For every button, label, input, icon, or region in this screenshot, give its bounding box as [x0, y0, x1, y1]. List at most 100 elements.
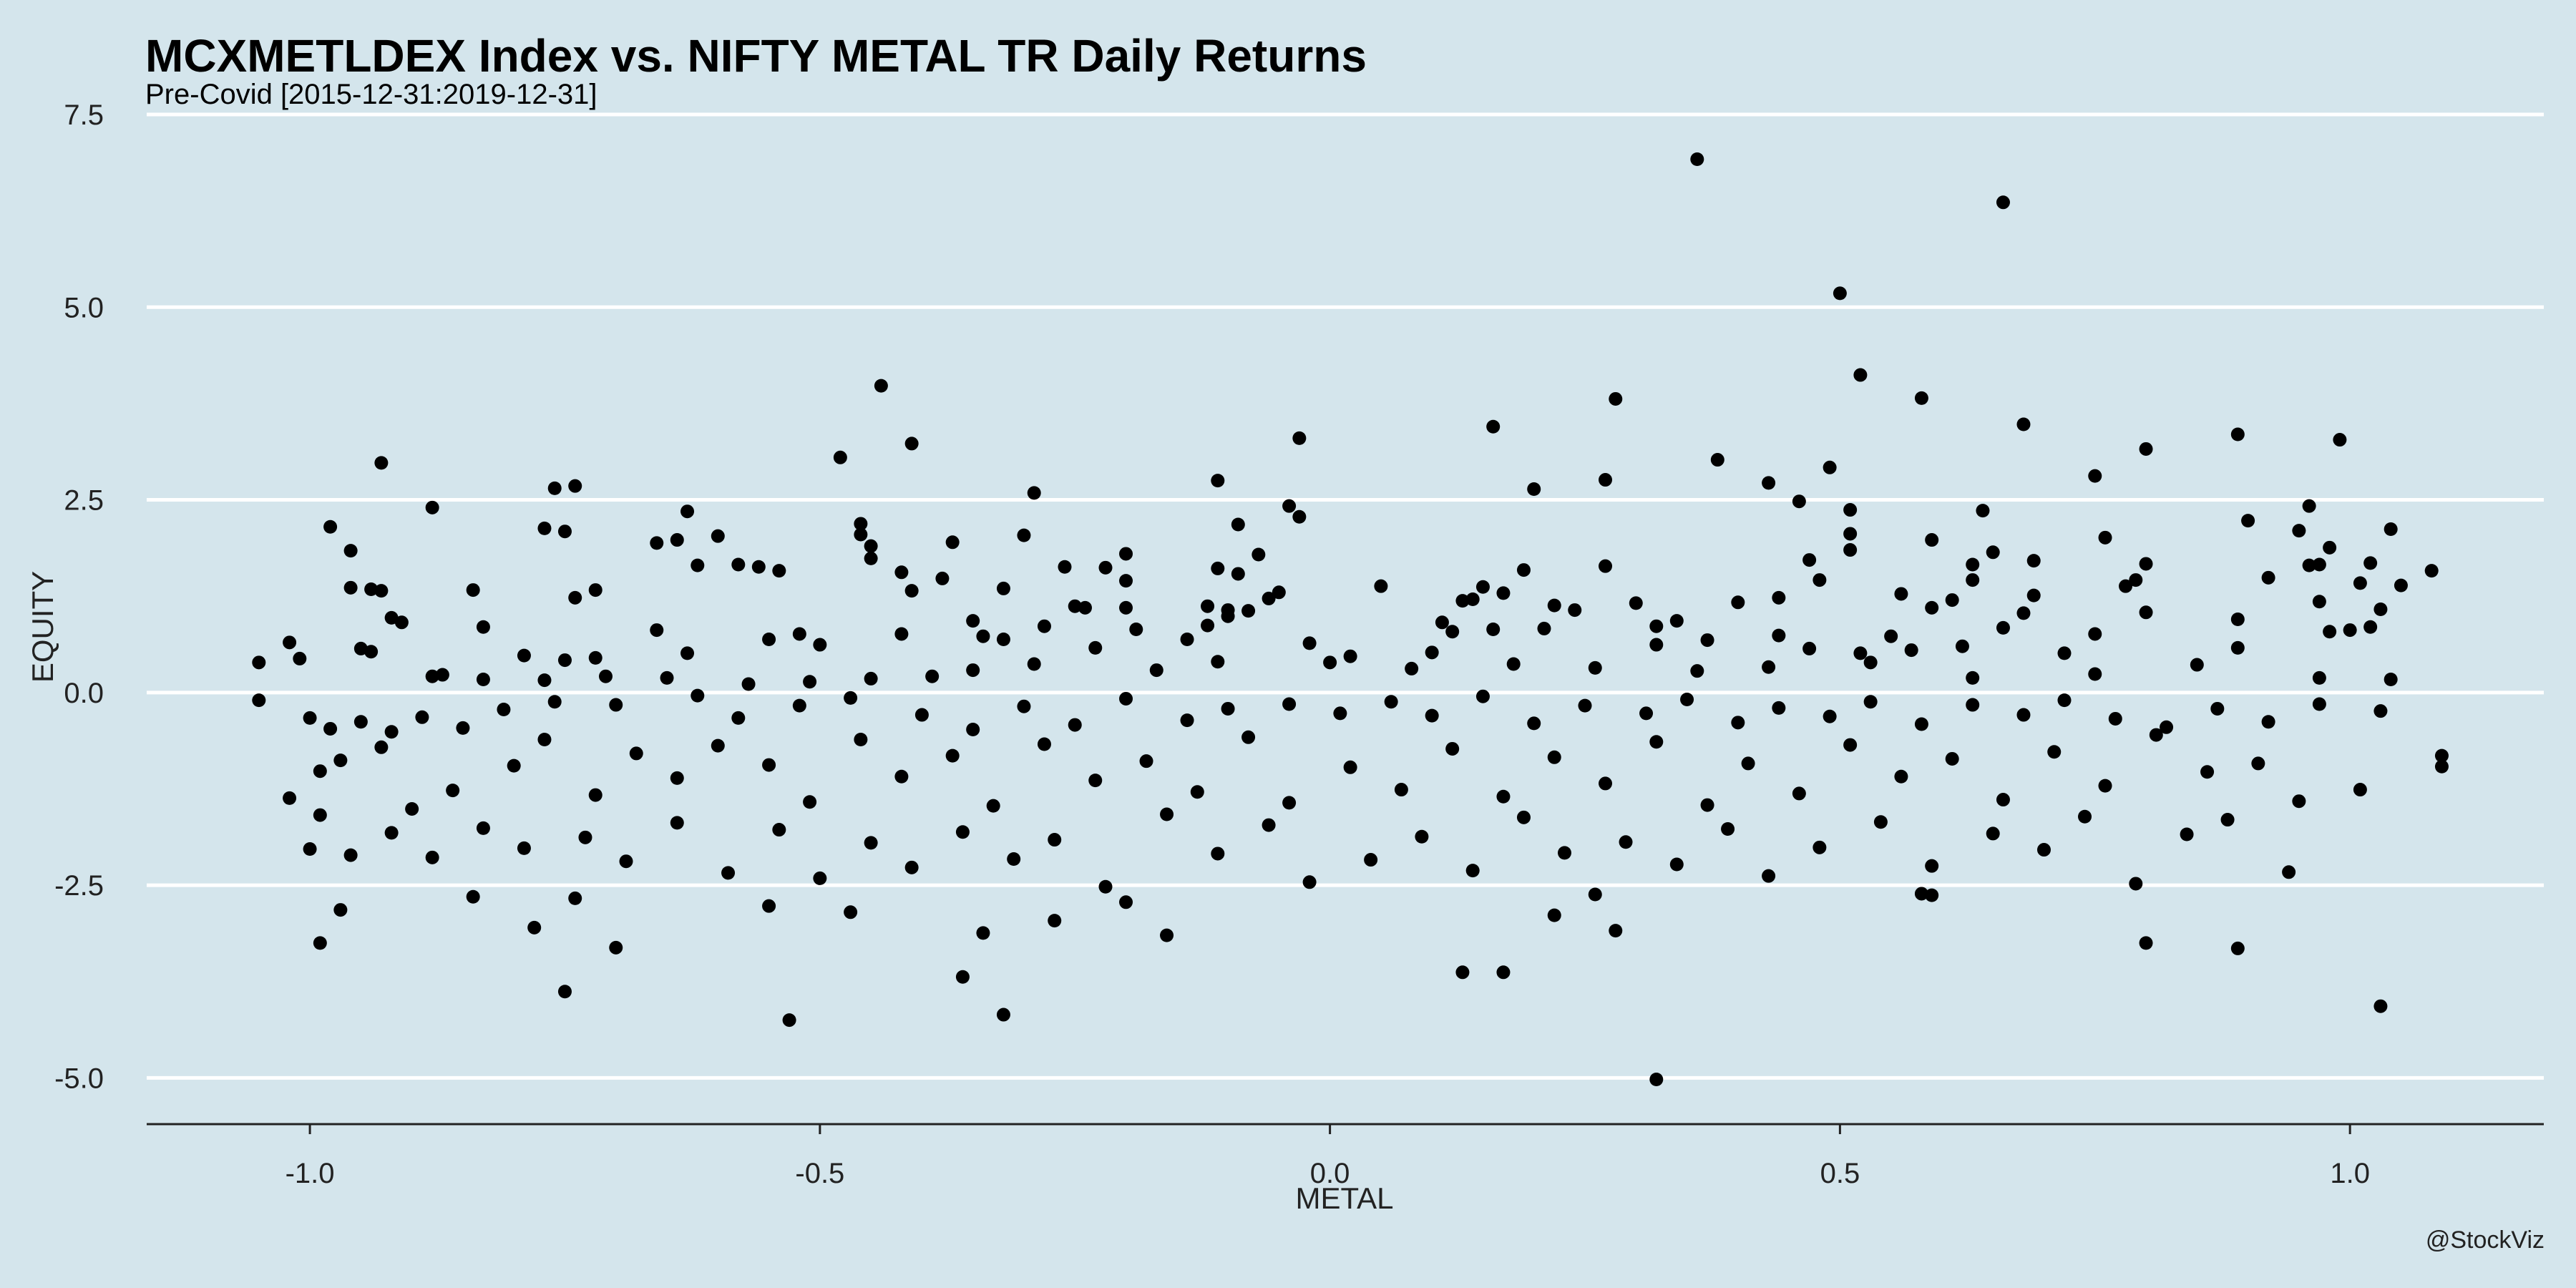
data-point: [313, 936, 327, 950]
data-point: [1201, 599, 1215, 613]
data-point: [2302, 558, 2316, 572]
data-point: [844, 905, 858, 919]
data-point: [1262, 591, 1276, 605]
data-point: [1945, 751, 1959, 766]
data-point: [1649, 735, 1664, 749]
x-tick-label: 1.0: [2330, 1158, 2370, 1189]
data-point: [1619, 835, 1633, 849]
data-point: [1925, 859, 1939, 873]
data-point: [2363, 556, 2378, 570]
data-point: [1160, 928, 1174, 942]
data-point: [976, 926, 990, 940]
data-point: [2384, 522, 2398, 536]
data-point: [966, 723, 980, 737]
data-point: [1098, 879, 1113, 894]
data-point: [2434, 759, 2449, 774]
data-point: [2098, 779, 2112, 793]
data-point: [2139, 441, 2153, 456]
data-point: [1282, 796, 1297, 810]
data-point: [1741, 756, 1755, 771]
data-point: [1119, 547, 1133, 561]
data-point: [1873, 815, 1888, 829]
data-point: [2139, 936, 2153, 950]
data-point: [283, 635, 297, 650]
data-point: [1323, 655, 1337, 670]
data-point: [1343, 649, 1357, 663]
data-point: [2323, 625, 2337, 639]
data-point: [1599, 776, 1613, 791]
data-point: [670, 533, 684, 547]
data-point: [1966, 557, 1980, 572]
data-point: [303, 711, 317, 725]
data-point: [293, 651, 307, 665]
data-point: [1486, 419, 1501, 434]
data-point: [2057, 693, 2072, 708]
data-point: [343, 580, 358, 595]
data-point: [1302, 636, 1317, 650]
data-point: [1762, 660, 1776, 674]
data-point: [650, 536, 664, 550]
data-point: [1914, 887, 1928, 901]
data-point: [1547, 908, 1561, 922]
data-point: [588, 650, 602, 665]
data-point: [609, 698, 623, 712]
data-point: [976, 629, 990, 643]
data-point: [2047, 745, 2062, 759]
data-point: [1609, 924, 1623, 938]
data-point: [1058, 560, 1072, 574]
data-point: [1649, 1073, 1664, 1087]
data-point: [507, 758, 521, 773]
data-point: [1823, 460, 1837, 474]
data-point: [1690, 664, 1704, 678]
data-point: [425, 500, 439, 514]
data-point: [772, 823, 786, 837]
data-point: [1884, 629, 1898, 643]
y-tick-label: -5.0: [54, 1063, 104, 1094]
data-point: [466, 583, 480, 597]
data-point: [813, 638, 827, 652]
data-point: [1772, 590, 1786, 605]
data-point: [1925, 888, 1939, 902]
data-point: [996, 581, 1010, 595]
data-point: [1843, 503, 1858, 517]
data-point: [2424, 564, 2439, 578]
data-point: [1496, 965, 1511, 980]
y-tick-label: 7.5: [64, 99, 104, 131]
data-point: [721, 866, 736, 880]
data-point: [364, 582, 379, 596]
data-point: [353, 715, 368, 729]
data-point: [925, 669, 940, 683]
data-point: [1792, 494, 1806, 509]
data-point: [1894, 587, 1908, 601]
data-point: [1976, 504, 1990, 518]
chart-subtitle: Pre-Covid [2015-12-31:2019-12-31]: [145, 79, 597, 110]
data-point: [1211, 474, 1225, 488]
data-point: [904, 860, 919, 874]
data-point: [1599, 473, 1613, 487]
data-point: [1486, 623, 1501, 637]
data-point: [1343, 760, 1357, 774]
data-point: [1823, 709, 1837, 723]
x-tick-label: -1.0: [286, 1158, 335, 1189]
data-point: [1211, 847, 1225, 861]
data-point: [864, 836, 878, 850]
data-point: [1405, 661, 1419, 675]
data-point: [2026, 554, 2041, 568]
data-point: [864, 671, 878, 686]
data-point: [537, 521, 552, 535]
y-tick-labels: -5.0 -2.5 0.0 2.5 5.0 7.5: [54, 99, 104, 1094]
data-point: [2230, 640, 2245, 655]
data-point: [966, 614, 980, 628]
data-point: [1669, 614, 1684, 628]
data-point: [2230, 613, 2245, 626]
data-point: [1425, 708, 1439, 723]
data-point: [557, 985, 572, 999]
data-point: [844, 691, 858, 705]
data-point: [1394, 783, 1408, 797]
data-point: [1986, 545, 2000, 560]
data-point: [578, 830, 592, 844]
data-point: [2129, 877, 2143, 891]
data-point: [629, 746, 643, 761]
data-point: [374, 740, 389, 754]
data-point: [517, 648, 531, 663]
